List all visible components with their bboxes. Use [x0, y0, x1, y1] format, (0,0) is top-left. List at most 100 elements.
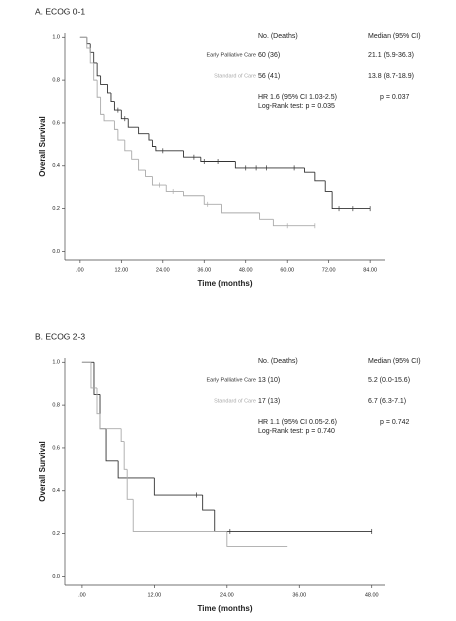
- x-tick-label: 12.00: [114, 267, 128, 273]
- survival-step: [100, 97, 105, 115]
- table-cell: 21.1 (5.9-36.3): [368, 52, 414, 59]
- x-tick-label: 72.00: [322, 267, 336, 273]
- survival-step: [138, 127, 149, 135]
- survival-step: [120, 110, 129, 120]
- y-tick-label: 0.2: [52, 206, 60, 212]
- survival-step: [96, 80, 101, 98]
- y-tick-label: 0.0: [52, 249, 60, 255]
- legend-label: Early Palliative Care: [206, 377, 256, 383]
- survival-step: [89, 47, 94, 64]
- survival-step: [272, 219, 315, 227]
- legend-label: Standard of Care: [214, 73, 256, 79]
- table-cell: 60 (36): [258, 52, 280, 59]
- table-cell: 13.8 (8.7-18.9): [368, 73, 414, 80]
- survival-step: [148, 133, 153, 141]
- survival-step: [96, 62, 101, 77]
- survival-step: [221, 204, 260, 214]
- survival-step: [93, 52, 98, 64]
- y-tick-label: 1.0: [52, 35, 60, 41]
- survival-step: [90, 362, 97, 389]
- survival-step: [99, 413, 122, 430]
- hazard-ratio: HR 1.6 (95% CI 1.03-2.5): [258, 94, 337, 101]
- survival-step: [117, 129, 125, 141]
- table-header: Median (95% CI): [368, 358, 421, 365]
- survival-step: [304, 167, 315, 173]
- survival-step: [132, 499, 227, 532]
- x-tick-label: 48.00: [239, 267, 253, 273]
- survival-step: [93, 362, 101, 395]
- survival-step: [113, 101, 122, 111]
- survival-step: [107, 84, 111, 94]
- survival-step: [203, 195, 222, 205]
- survival-step: [214, 510, 372, 532]
- y-axis-title: Overall Survival: [38, 441, 47, 501]
- x-tick-label: 36.00: [292, 592, 306, 598]
- x-tick-label: .00: [76, 267, 84, 273]
- survival-step: [259, 212, 274, 220]
- y-tick-label: 1.0: [52, 360, 60, 366]
- table-cell: 13 (10): [258, 377, 280, 384]
- survival-step: [126, 469, 134, 500]
- y-tick-label: 0.8: [52, 403, 60, 409]
- survival-step: [324, 180, 333, 192]
- legend-label: Standard of Care: [214, 398, 256, 404]
- survival-step: [165, 185, 184, 192]
- log-rank: Log-Rank test: p = 0.035: [258, 103, 335, 110]
- y-tick-label: 0.0: [52, 574, 60, 580]
- survival-step: [138, 159, 146, 171]
- y-axis-title: Overall Survival: [38, 116, 47, 176]
- median-p: p = 0.037: [380, 94, 409, 101]
- survival-step: [331, 191, 371, 210]
- survival-step: [123, 441, 128, 470]
- survival-step: [183, 150, 201, 158]
- x-axis-title: Time (months): [198, 279, 253, 288]
- survival-step: [145, 170, 153, 177]
- y-tick-label: 0.4: [52, 488, 60, 494]
- median-p: p = 0.742: [380, 419, 409, 426]
- y-tick-label: 0.8: [52, 78, 60, 84]
- survival-step: [89, 43, 94, 53]
- survival-step: [131, 150, 139, 160]
- survival-step: [113, 120, 118, 130]
- survival-step: [153, 477, 203, 496]
- survival-step: [103, 114, 115, 122]
- y-tick-label: 0.4: [52, 163, 60, 169]
- survival-step: [93, 62, 98, 81]
- survival-step: [183, 191, 205, 197]
- y-tick-label: 0.2: [52, 531, 60, 537]
- survival-step: [99, 394, 107, 430]
- survival-step: [314, 172, 326, 182]
- y-tick-label: 0.6: [52, 120, 60, 126]
- table-header: No. (Deaths): [258, 358, 298, 365]
- x-tick-label: 24.00: [156, 267, 170, 273]
- table-cell: 17 (13): [258, 398, 280, 405]
- survival-step: [86, 37, 91, 45]
- x-tick-label: 48.00: [365, 592, 379, 598]
- survival-step: [151, 140, 156, 147]
- survival-step: [226, 531, 288, 547]
- survival-step: [100, 75, 108, 85]
- survival-step: [105, 428, 119, 462]
- legend-label: Early Palliative Care: [206, 52, 256, 58]
- panel-title: B. ECOG 2-3: [35, 331, 85, 341]
- x-tick-label: 60.00: [280, 267, 294, 273]
- x-axis-title: Time (months): [198, 604, 253, 613]
- x-tick-label: 84.00: [363, 267, 377, 273]
- x-tick-label: 24.00: [220, 592, 234, 598]
- table-cell: 6.7 (6.3-7.1): [368, 398, 406, 405]
- survival-step: [110, 92, 115, 102]
- survival-step: [127, 118, 139, 128]
- panel-title: A. ECOG 0-1: [35, 6, 85, 16]
- y-tick-label: 0.6: [52, 445, 60, 451]
- survival-step: [96, 387, 101, 415]
- table-header: No. (Deaths): [258, 33, 298, 40]
- survival-step: [200, 157, 236, 162]
- survival-step: [120, 428, 125, 442]
- survival-step: [234, 161, 305, 169]
- survival-step: [86, 37, 91, 49]
- survival-step: [124, 140, 132, 152]
- x-tick-label: 36.00: [197, 267, 211, 273]
- survival-step: [155, 146, 184, 152]
- table-header: Median (95% CI): [368, 33, 421, 40]
